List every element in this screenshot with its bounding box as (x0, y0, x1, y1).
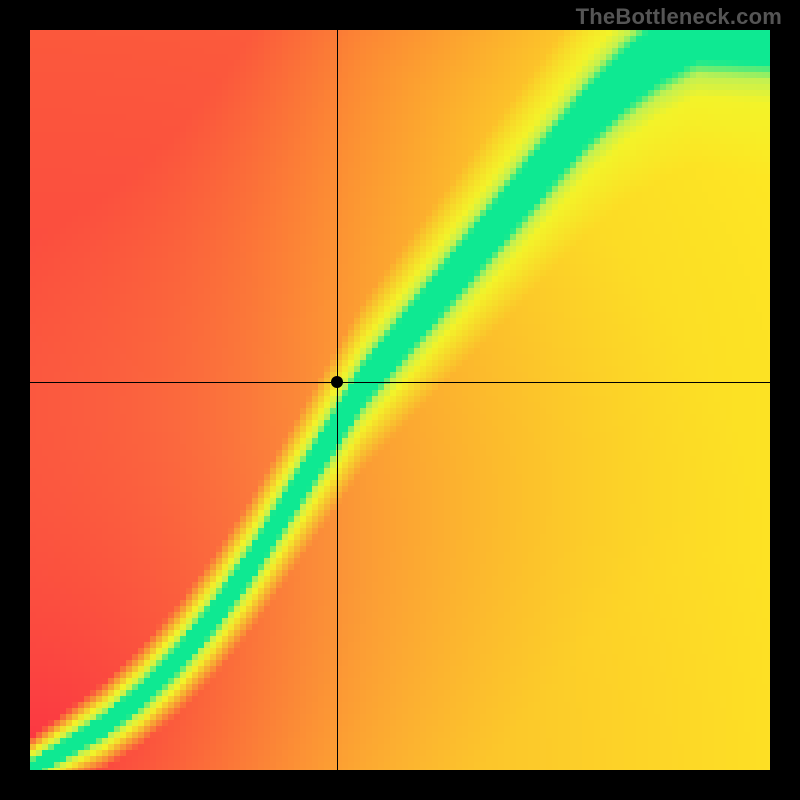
selection-marker (331, 376, 343, 388)
heatmap-canvas (30, 30, 770, 770)
chart-container: TheBottleneck.com (0, 0, 800, 800)
crosshair-horizontal (30, 382, 770, 383)
crosshair-vertical (337, 30, 338, 770)
watermark-text: TheBottleneck.com (576, 4, 782, 30)
heatmap-plot-area (30, 30, 770, 770)
